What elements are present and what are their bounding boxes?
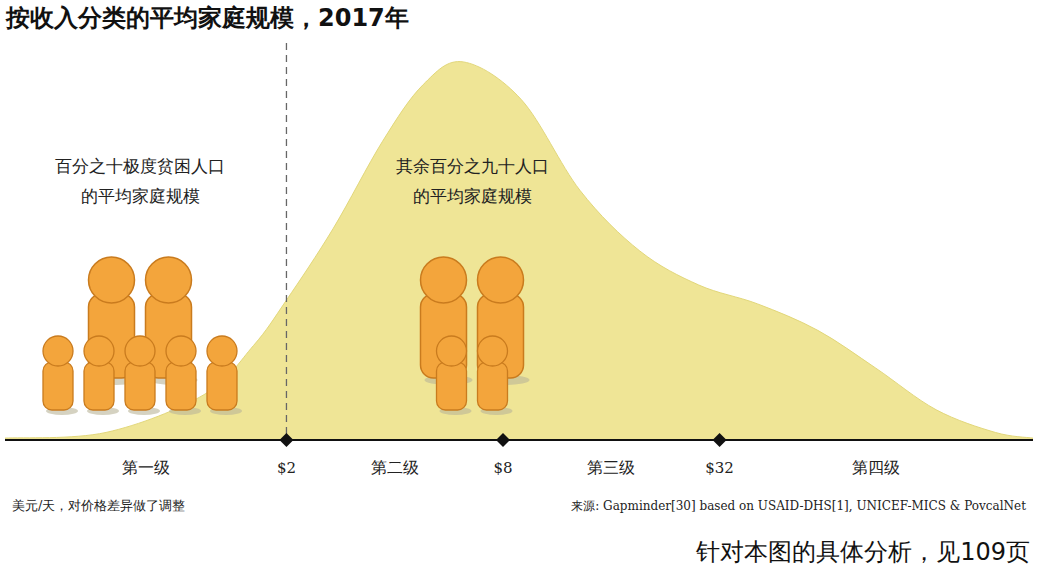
body (207, 362, 237, 410)
head (146, 257, 192, 303)
source: 来源: Gapminder[30] based on USAID-DHS[1],… (571, 499, 1026, 513)
household-label: 其余百分之九十人口 (396, 156, 549, 176)
tick-label: $2 (277, 459, 296, 477)
tick-label: $8 (493, 459, 512, 477)
poverty-line (286, 43, 287, 440)
head (43, 336, 73, 366)
level-label: 第三级 (587, 458, 635, 477)
income-area (5, 62, 1033, 440)
head (166, 336, 196, 366)
household-label: 百分之十极度贫困人口 (55, 156, 225, 176)
household-label: 的平均家庭规模 (81, 186, 200, 206)
head (207, 336, 237, 366)
head (478, 257, 524, 303)
body (84, 362, 114, 410)
note: 美元/天，对价格差异做了调整 (12, 498, 185, 513)
head (84, 336, 114, 366)
head (437, 336, 467, 366)
head (478, 336, 508, 366)
level-label: 第四级 (852, 458, 900, 477)
tick-label: $32 (705, 459, 734, 477)
head (89, 257, 135, 303)
body (478, 362, 508, 410)
head (125, 336, 155, 366)
tick-mark (496, 433, 510, 447)
x-axis (5, 439, 1033, 441)
title: 按收入分类的平均家庭规模，2017年 (5, 4, 409, 32)
children-group (437, 336, 513, 415)
chart: 按收入分类的平均家庭规模，2017年 $2 $8 $32 第一级 第二级 第三级 第四级 百分之… (0, 0, 1038, 574)
adults-group (421, 257, 530, 385)
body (437, 362, 467, 410)
household-label: 的平均家庭规模 (413, 186, 532, 206)
level-label: 第二级 (371, 458, 419, 477)
body (125, 362, 155, 410)
tick-mark (279, 433, 293, 447)
level-label: 第一级 (122, 458, 170, 477)
tick-mark (713, 433, 727, 447)
head (421, 257, 467, 303)
body (43, 362, 73, 410)
footer: 针对本图的具体分析，见109页 (695, 538, 1030, 566)
children-group (43, 336, 242, 415)
body (166, 362, 196, 410)
plot-area (5, 43, 1033, 440)
